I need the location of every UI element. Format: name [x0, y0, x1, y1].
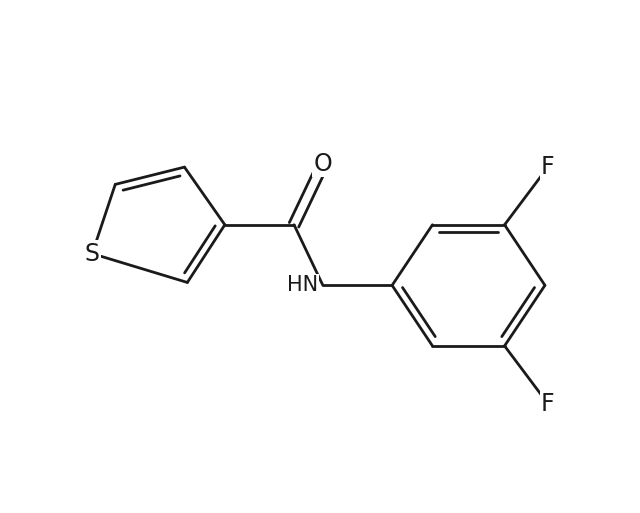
Text: F: F	[541, 155, 555, 179]
Text: F: F	[541, 391, 555, 416]
Text: S: S	[84, 242, 100, 266]
Text: O: O	[314, 152, 332, 176]
Text: HN: HN	[287, 275, 318, 295]
